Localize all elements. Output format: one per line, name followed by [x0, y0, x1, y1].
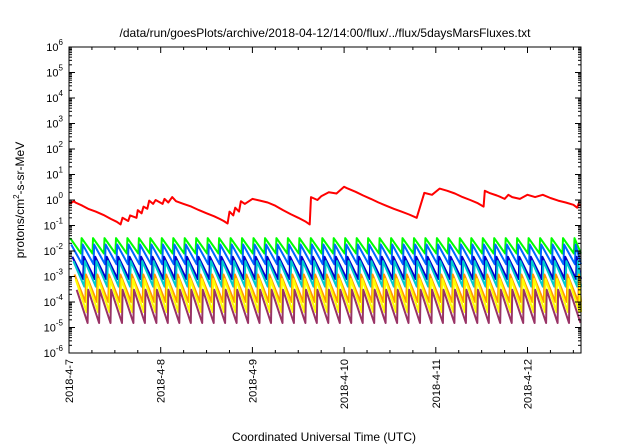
y-tick-label: 10-1 — [44, 217, 64, 233]
x-tick-label: 2018-4-11 — [431, 359, 443, 408]
y-tick-label-base: 10 — [46, 170, 58, 182]
y-tick-label-base: 10 — [46, 68, 58, 80]
y-tick-label-exp: 2 — [59, 140, 64, 149]
y-tick-label-exp: 6 — [59, 38, 64, 47]
y-tick-label: 104 — [46, 89, 63, 105]
y-tick-label-base: 10 — [44, 272, 56, 284]
y-tick-label-base: 10 — [46, 119, 58, 131]
y-tick-label-exp: 4 — [59, 89, 64, 98]
y-tick-label: 10-4 — [44, 293, 64, 309]
y-tick-label: 10-2 — [44, 242, 64, 258]
y-tick-label-exp: -3 — [56, 268, 64, 277]
y-tick-label-base: 10 — [44, 297, 56, 309]
y-tick-label-exp: -1 — [56, 217, 64, 226]
x-tick-label: 2018-4-8 — [156, 359, 168, 403]
x-tick-label: 2018-4-9 — [247, 359, 259, 403]
y-tick-label-exp: 3 — [59, 115, 64, 124]
y-tick-label-exp: 5 — [59, 64, 64, 73]
x-tick-label: 2018-4-10 — [339, 359, 351, 409]
y-tick-label-exp: 0 — [59, 191, 64, 200]
y-tick-label: 103 — [46, 115, 63, 131]
y-tick-label: 10-5 — [44, 319, 64, 335]
y-tick-label: 101 — [46, 166, 63, 182]
y-tick-label-exp: -5 — [56, 319, 64, 328]
y-tick-label-base: 10 — [44, 221, 56, 233]
chart-title: /data/run/goesPlots/archive/2018-04-12/1… — [120, 26, 532, 40]
y-tick-label-base: 10 — [46, 93, 58, 105]
y-tick-label-base: 10 — [44, 348, 56, 360]
series-line-7 — [74, 278, 582, 314]
y-axis-label: protons/cm2-s-sr-MeV — [12, 142, 27, 258]
x-tick-label: 2018-4-7 — [64, 359, 76, 403]
x-axis-label: Coordinated Universal Time (UTC) — [232, 430, 416, 444]
y-tick-label: 102 — [46, 140, 63, 156]
x-tick-label: 2018-4-12 — [523, 359, 535, 409]
y-tick-label-exp: -4 — [56, 293, 64, 302]
y-axis-label-base: protons/cm — [13, 199, 27, 258]
y-tick-label-exp: -2 — [56, 242, 64, 251]
y-axis-label-rest: -s-sr-MeV — [13, 142, 27, 195]
series-layer — [68, 185, 582, 324]
x-axis: 2018-4-7 2018-4-8 2018-4-9 2018-4-10 2018-4-… — [64, 47, 574, 409]
y-axis: 10-610-510-410-310-210-11001011021031041… — [44, 38, 581, 360]
y-axis-label-sup: 2 — [12, 194, 21, 199]
series-line-1 — [68, 185, 582, 226]
y-tick-label-base: 10 — [44, 246, 56, 258]
series-line-2 — [69, 237, 582, 255]
y-tick-label-base: 10 — [46, 42, 58, 54]
series-line-8 — [75, 288, 582, 324]
y-tick-label: 106 — [46, 38, 63, 54]
y-tick-label-base: 10 — [46, 144, 58, 156]
y-tick-label-exp: 1 — [59, 166, 64, 175]
y-tick-label-base: 10 — [44, 323, 56, 335]
y-tick-label: 10-6 — [44, 344, 64, 360]
series-line-3 — [70, 243, 582, 266]
y-tick-label-base: 10 — [46, 195, 58, 207]
y-tick-label: 10-3 — [44, 268, 64, 284]
y-tick-label: 105 — [46, 64, 63, 80]
series-line-5 — [72, 260, 582, 288]
y-tick-label-exp: -6 — [56, 344, 64, 353]
y-tick-label: 100 — [46, 191, 63, 207]
